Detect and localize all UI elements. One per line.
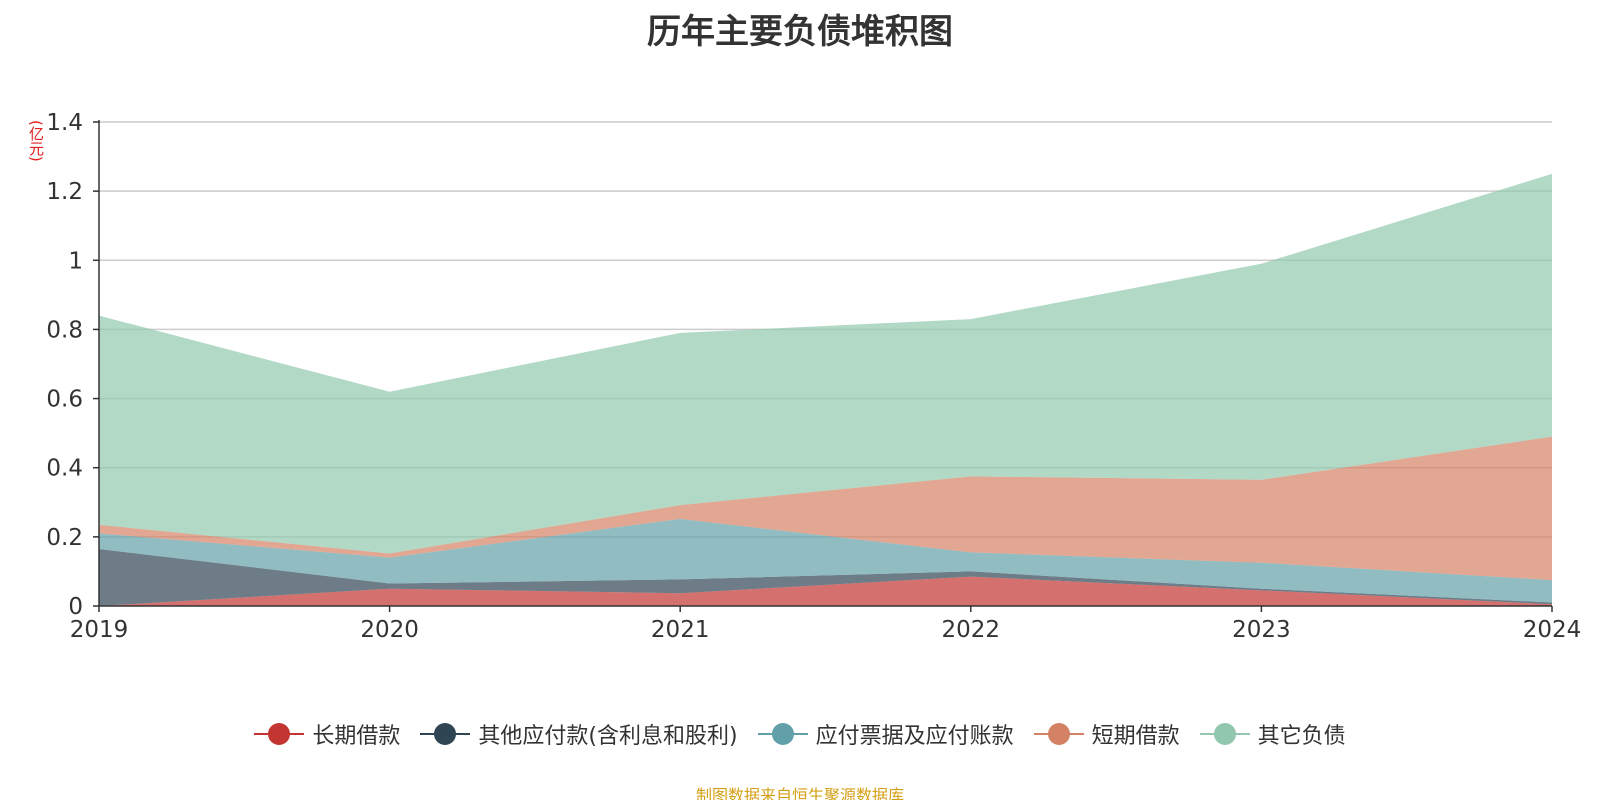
y-tick-label-3: 0.6 xyxy=(46,387,83,413)
y-tick-label-1: 0.2 xyxy=(46,525,83,551)
legend-marker-icon xyxy=(420,721,471,747)
x-tick-label-4: 2023 xyxy=(1232,617,1291,643)
legend-item-0[interactable]: 长期借款 xyxy=(254,718,400,750)
x-tick-label-3: 2022 xyxy=(942,617,1001,643)
legend-marker-icon xyxy=(1199,721,1250,747)
x-tick-label-2: 2021 xyxy=(651,617,710,643)
legend-item-1[interactable]: 其他应付款(含利息和股利) xyxy=(420,718,738,750)
legend-item-4[interactable]: 其它负债 xyxy=(1199,718,1346,750)
legend-label: 应付票据及应付账款 xyxy=(815,724,1014,749)
x-tick-label-0: 2019 xyxy=(70,617,129,643)
legend-marker-icon xyxy=(757,721,808,747)
area-series-1 xyxy=(99,549,1552,606)
legend-item-3[interactable]: 短期借款 xyxy=(1033,718,1180,750)
area-series-layer xyxy=(99,173,1552,606)
x-tick-label-5: 2024 xyxy=(1523,617,1582,643)
legend-label: 其它负债 xyxy=(1257,724,1346,749)
stacked-area-chart: 0 0.2 0.4 0.6 0.8 1 1.2 1.4 2019 2020 2021 2022 2023… xyxy=(46,110,1581,643)
chart-legend: 长期借款 其他应付款(含利息和股利) 应付票据及应付账款 短期借款 其它负债 xyxy=(0,718,1600,750)
axes: 0 0.2 0.4 0.6 0.8 1 1.2 1.4 2019 2020 2021 2022 2023… xyxy=(46,110,1581,643)
legend-marker-icon xyxy=(1033,721,1084,747)
area-series-2 xyxy=(99,518,1552,603)
y-axis-unit-label: (亿元) xyxy=(27,120,45,162)
legend-item-2[interactable]: 应付票据及应付账款 xyxy=(757,718,1014,750)
legend-label: 短期借款 xyxy=(1091,724,1180,749)
y-tick-label-0: 0 xyxy=(68,594,83,620)
area-series-3 xyxy=(99,436,1552,581)
chart-title: 历年主要负债堆积图 xyxy=(647,12,953,52)
y-tick-label-6: 1.2 xyxy=(46,179,83,205)
x-tick-label-1: 2020 xyxy=(360,617,419,643)
y-tick-label-5: 1 xyxy=(68,248,83,274)
y-tick-label-4: 0.8 xyxy=(46,317,83,343)
legend-label: 长期借款 xyxy=(312,724,401,749)
area-series-4 xyxy=(99,173,1552,554)
area-series-0 xyxy=(99,576,1552,606)
y-tick-label-2: 0.4 xyxy=(46,456,83,482)
legend-marker-icon xyxy=(254,721,305,747)
y-tick-label-7: 1.4 xyxy=(46,110,83,136)
legend-label: 其他应付款(含利息和股利) xyxy=(478,724,738,749)
data-source-note: 制图数据来自恒生聚源数据库 xyxy=(695,786,904,800)
